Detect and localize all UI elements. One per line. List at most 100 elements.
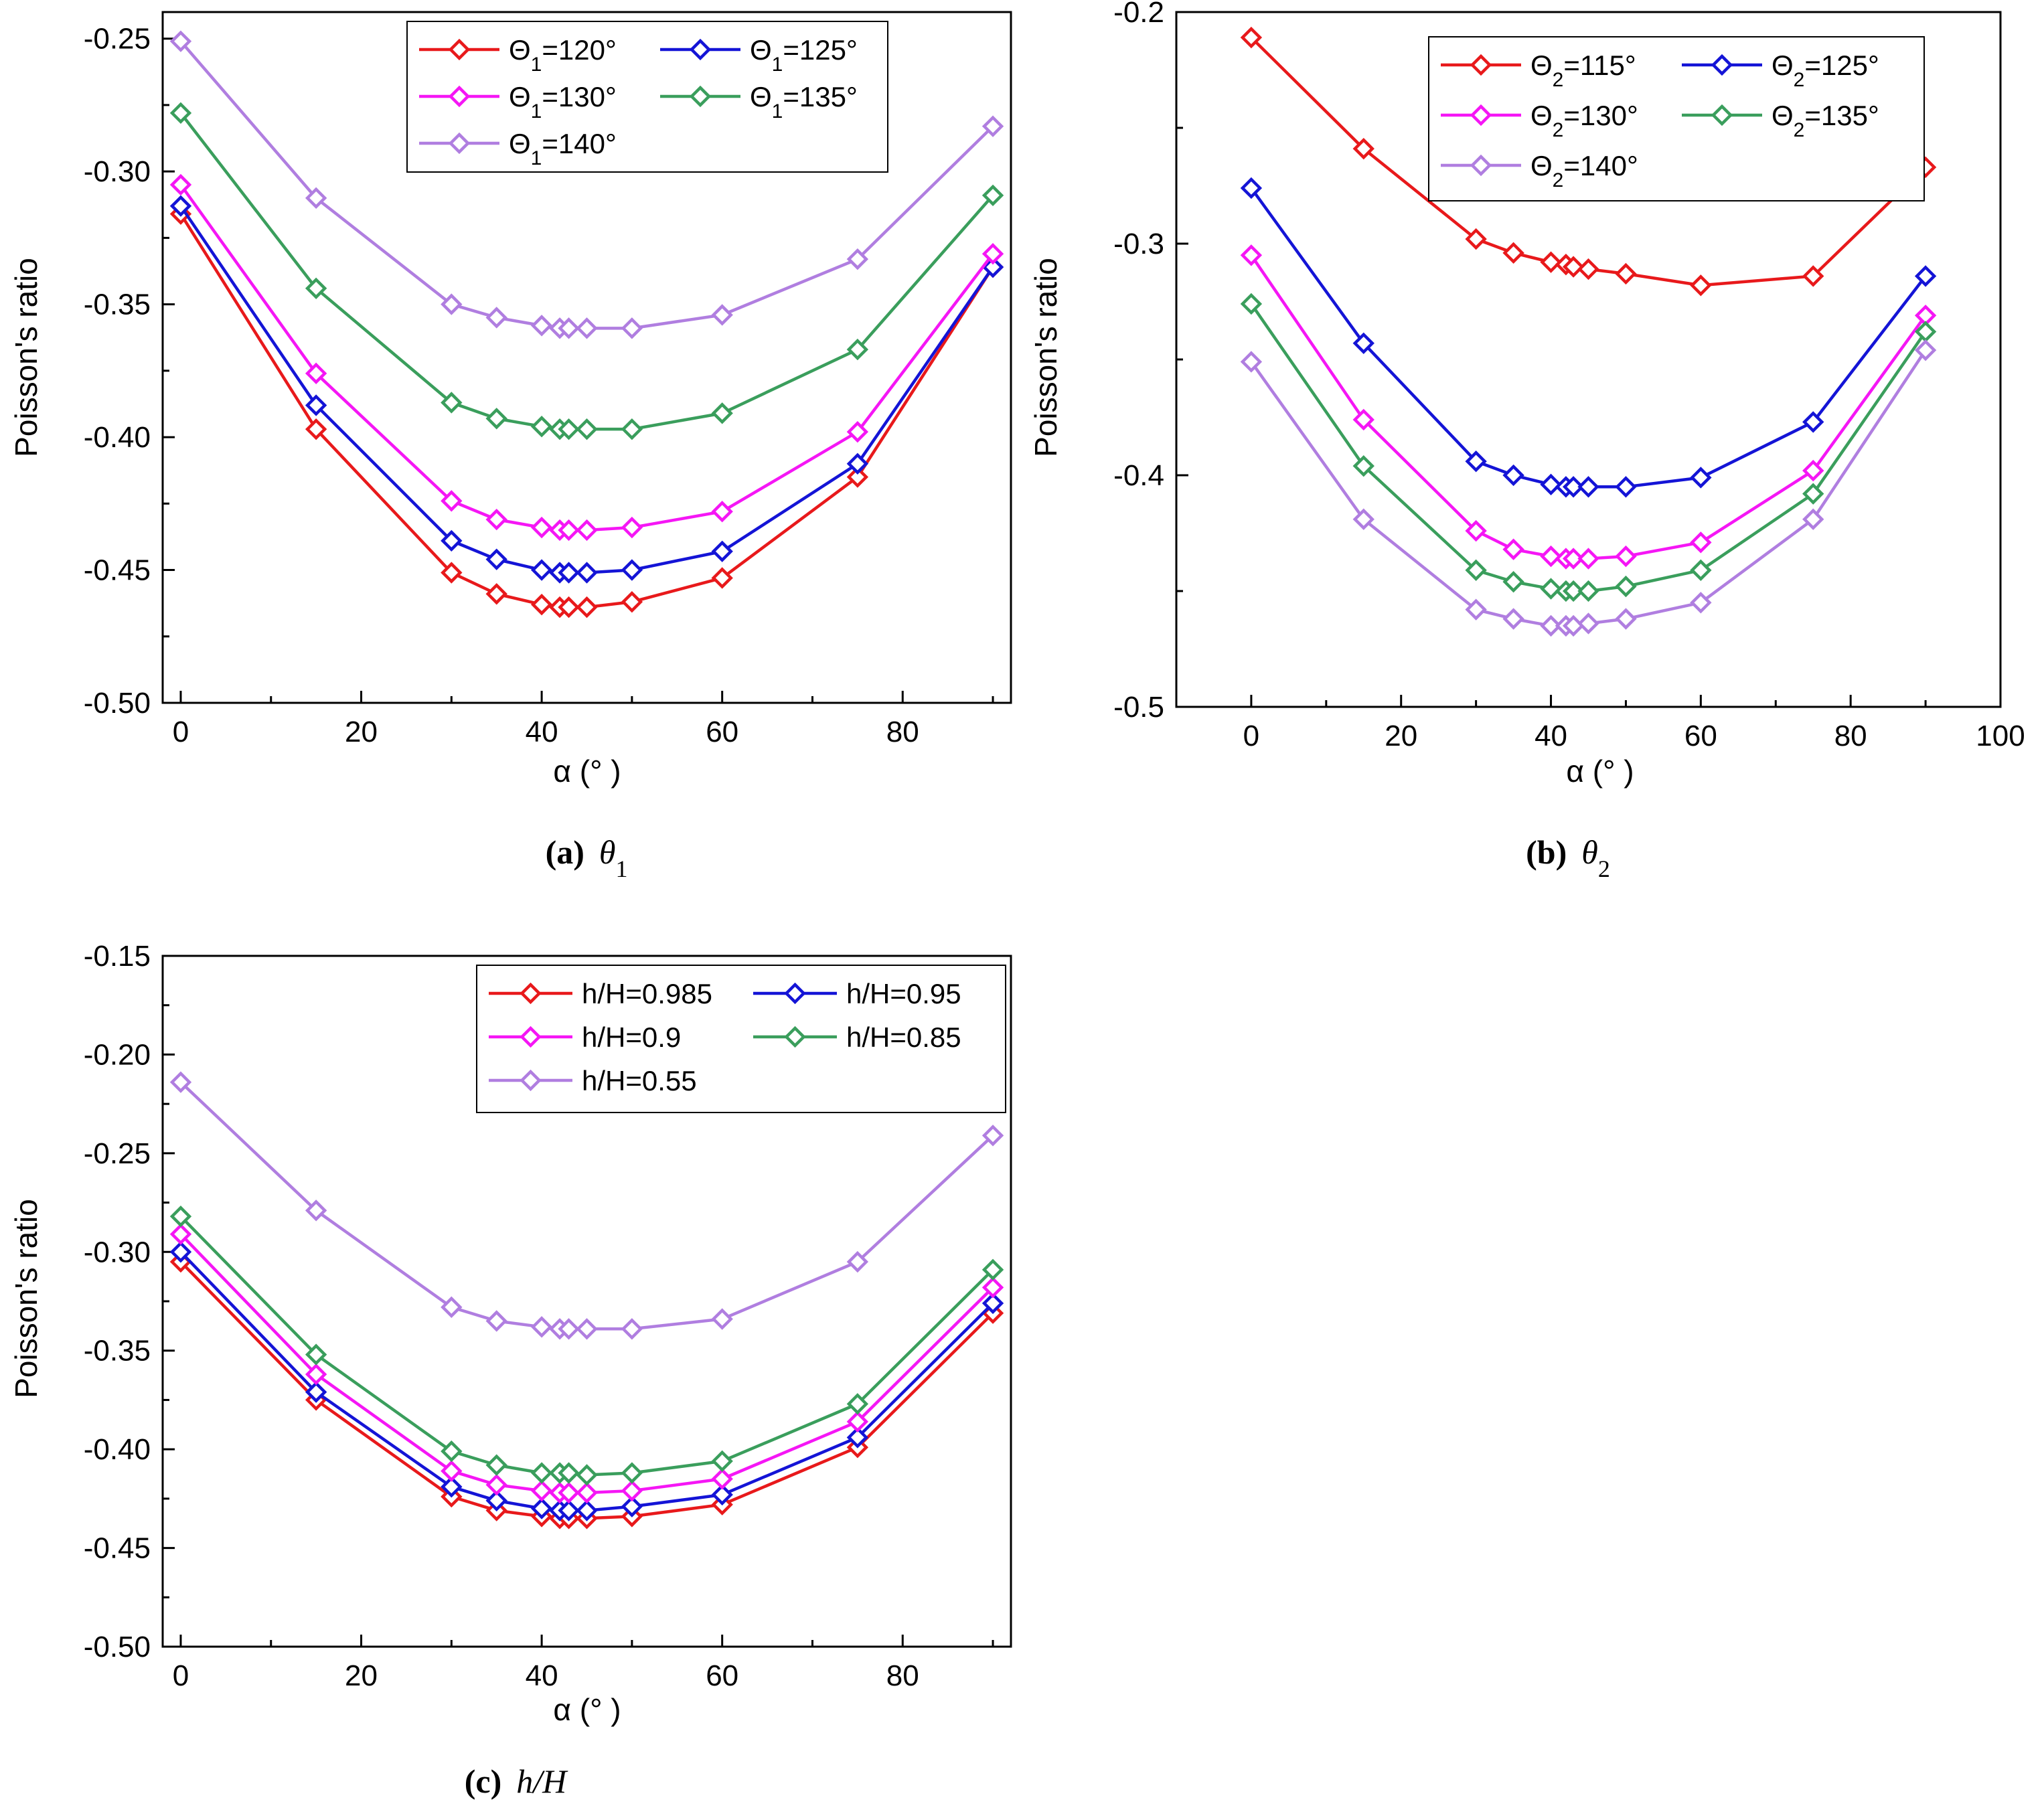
data-point xyxy=(1352,408,1374,431)
series-5 xyxy=(169,1071,1004,1340)
data-point xyxy=(621,317,643,339)
data-point xyxy=(846,420,869,443)
data-point xyxy=(530,1497,553,1519)
data-point xyxy=(1615,476,1637,498)
data-point xyxy=(169,195,192,217)
y-tick-label: -0.40 xyxy=(84,421,151,454)
panel-caption: (b) θ2 xyxy=(1526,833,1610,882)
data-point xyxy=(711,1483,733,1506)
series-line xyxy=(179,205,994,574)
data-point xyxy=(558,317,580,339)
data-point xyxy=(711,1450,733,1473)
legend-item: h/H=0.85 xyxy=(753,1021,961,1053)
data-point xyxy=(621,1318,643,1340)
data-point xyxy=(1577,580,1599,602)
data-point xyxy=(846,1250,869,1273)
data-point xyxy=(981,184,1004,207)
data-point xyxy=(485,583,507,605)
data-point xyxy=(1615,545,1637,568)
legend-label: h/H=0.55 xyxy=(582,1065,697,1096)
x-tick-label: 80 xyxy=(886,1659,919,1692)
data-point xyxy=(1802,265,1824,287)
x-tick-label: 0 xyxy=(1243,720,1259,752)
series-4 xyxy=(169,102,1004,440)
legend-marker xyxy=(448,85,471,108)
data-point xyxy=(530,1462,553,1484)
data-point xyxy=(441,293,463,315)
data-point xyxy=(1465,450,1487,473)
x-tick-label: 100 xyxy=(1976,720,2025,752)
data-point xyxy=(1540,473,1562,496)
legend-label: Θ2=140° xyxy=(1530,150,1638,191)
data-point xyxy=(305,187,327,210)
data-point xyxy=(441,1296,463,1319)
data-point xyxy=(846,466,869,488)
chart-2: 0 20 40 60 80 100 -0.5 -0.4 -0.3 -0.2 α (° ) Poisso… xyxy=(1028,0,2025,882)
plot-frame xyxy=(161,11,1012,704)
legend-item: Θ1=125° xyxy=(660,34,858,76)
data-point xyxy=(846,338,869,361)
data-point xyxy=(305,1381,327,1403)
data-point xyxy=(1615,262,1637,285)
data-point xyxy=(530,315,553,337)
y-tick-label: -0.20 xyxy=(84,1038,151,1071)
data-point xyxy=(558,562,580,584)
data-point xyxy=(441,529,463,552)
y-tick-label: -0.25 xyxy=(84,1137,151,1170)
data-point xyxy=(558,418,580,440)
legend-marker xyxy=(448,132,471,155)
y-tick-label: -0.50 xyxy=(84,687,151,720)
series-line xyxy=(179,1215,994,1477)
y-tick-label: -0.25 xyxy=(84,23,151,56)
data-point xyxy=(1802,411,1824,433)
legend-item: Θ2=130° xyxy=(1441,100,1638,141)
data-point xyxy=(305,1363,327,1386)
legend-label: h/H=0.85 xyxy=(846,1021,961,1053)
x-tick-label: 60 xyxy=(1684,720,1717,752)
data-point xyxy=(1914,339,1937,361)
data-point xyxy=(530,1479,553,1502)
legend-item: Θ1=140° xyxy=(419,128,617,169)
x-axis-title: α (° ) xyxy=(553,754,621,789)
series-line xyxy=(179,1081,994,1331)
data-point xyxy=(1690,467,1712,489)
legend-box xyxy=(476,965,1006,1113)
data-point xyxy=(621,418,643,440)
data-point xyxy=(981,1292,1004,1315)
data-point xyxy=(558,1462,580,1484)
series-3 xyxy=(169,1223,1004,1504)
data-point xyxy=(711,1308,733,1330)
data-point xyxy=(576,1464,598,1486)
data-point xyxy=(1540,614,1562,637)
legend-label: Θ1=130° xyxy=(509,81,617,122)
series-1 xyxy=(169,203,1004,619)
legend-label: h/H=0.985 xyxy=(582,978,712,1009)
legend-label: Θ1=135° xyxy=(750,81,858,122)
legend-label: Θ2=130° xyxy=(1530,100,1638,141)
data-point xyxy=(169,1223,192,1245)
data-point xyxy=(981,1258,1004,1281)
x-tick-label: 40 xyxy=(526,716,558,748)
data-point xyxy=(1502,464,1524,487)
legend-marker xyxy=(520,1025,542,1048)
data-point xyxy=(530,559,553,581)
data-point xyxy=(576,596,598,619)
data-point xyxy=(558,596,580,619)
data-point xyxy=(1577,476,1599,498)
legend-label: Θ1=125° xyxy=(750,34,858,76)
data-point xyxy=(1502,608,1524,630)
data-point xyxy=(711,402,733,424)
data-point xyxy=(1802,459,1824,482)
data-point xyxy=(485,1454,507,1476)
data-point xyxy=(169,102,192,125)
data-point xyxy=(1802,508,1824,530)
data-point xyxy=(1690,531,1712,554)
legend-marker xyxy=(1711,54,1733,76)
data-point xyxy=(576,562,598,584)
series-1 xyxy=(1240,26,1937,297)
data-point xyxy=(576,418,598,440)
data-point xyxy=(846,1410,869,1433)
data-point xyxy=(530,416,553,438)
legend-marker xyxy=(1470,54,1492,76)
